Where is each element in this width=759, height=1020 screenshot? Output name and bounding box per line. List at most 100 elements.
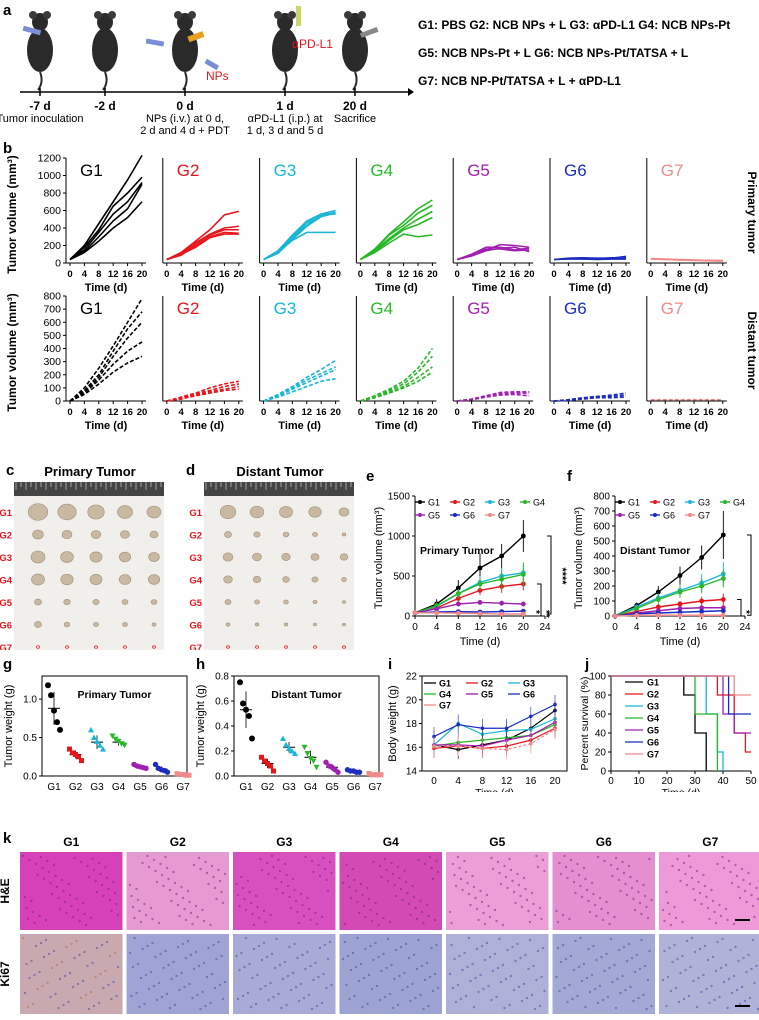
tumor-specimen xyxy=(281,553,291,561)
data-point-G7 xyxy=(499,611,505,617)
cell-nucleus xyxy=(160,873,164,877)
cell-nucleus xyxy=(609,863,613,867)
cell-nucleus xyxy=(750,967,753,971)
tumor-specimen xyxy=(87,504,105,520)
photo-row-label: G7 xyxy=(189,643,202,650)
x-tick-label: 20 xyxy=(718,407,729,418)
cell-nucleus xyxy=(479,973,482,977)
cell-nucleus xyxy=(52,863,56,867)
data-point-G7 xyxy=(553,727,557,732)
cell-nucleus xyxy=(248,890,251,894)
cell-nucleus xyxy=(708,1001,711,1005)
cell-nucleus xyxy=(44,938,48,942)
cell-nucleus xyxy=(320,1001,324,1005)
cell-nucleus xyxy=(244,908,248,912)
x-tick-label: 50 xyxy=(745,776,757,787)
cell-nucleus xyxy=(280,880,283,884)
cell-nucleus xyxy=(430,866,433,870)
tumor-specimen xyxy=(224,599,232,605)
legend-marker xyxy=(653,513,657,517)
cell-nucleus xyxy=(91,961,94,965)
data-point-G7 xyxy=(504,747,509,752)
timeline-day-label: -7 d Tumor inoculation xyxy=(0,99,95,125)
cell-nucleus xyxy=(323,867,327,871)
cell-nucleus xyxy=(83,912,86,916)
cell-nucleus xyxy=(625,959,629,963)
mouse-body xyxy=(92,28,118,72)
cell-nucleus xyxy=(49,995,52,999)
histo-row-label: Ki67 xyxy=(0,961,12,987)
cell-nucleus xyxy=(296,956,299,960)
cell-nucleus xyxy=(613,915,616,919)
x-tick-label: 16 xyxy=(525,776,537,787)
cell-nucleus xyxy=(676,957,679,961)
cell-nucleus xyxy=(433,918,437,922)
x-tick-label: G3 xyxy=(90,782,104,792)
cell-nucleus xyxy=(243,897,246,901)
cell-nucleus xyxy=(394,948,398,952)
series-line-G7 xyxy=(415,612,524,615)
x-tick-label: 10 xyxy=(633,776,645,787)
cell-nucleus xyxy=(745,970,748,974)
cell-nucleus xyxy=(543,989,546,993)
cell-nucleus xyxy=(519,956,522,960)
legend-marker xyxy=(618,500,622,504)
cell-nucleus xyxy=(527,967,530,971)
cell-nucleus xyxy=(391,1006,395,1010)
y-tick-label: 800 xyxy=(593,492,610,503)
cell-nucleus xyxy=(63,974,67,978)
curve-G2 xyxy=(166,380,239,402)
cell-nucleus xyxy=(46,859,49,863)
legend-marker xyxy=(723,500,727,504)
cell-nucleus xyxy=(705,987,708,991)
tumor-specimen xyxy=(254,599,260,605)
cell-nucleus xyxy=(488,955,492,959)
cell-nucleus xyxy=(92,1004,96,1008)
tumor-specimen xyxy=(150,599,158,605)
nps-label: NPs xyxy=(206,69,229,83)
data-point-G4 xyxy=(310,758,317,764)
x-tick-label: 12 xyxy=(592,269,603,280)
data-point-G4 xyxy=(301,744,308,751)
mouse-body xyxy=(342,28,368,72)
cell-nucleus xyxy=(44,918,48,922)
cell-nucleus xyxy=(157,981,161,985)
cell-nucleus xyxy=(587,899,590,903)
x-tick-label: G7 xyxy=(176,782,190,792)
x-tick-label: 0 xyxy=(551,407,556,418)
cell-nucleus xyxy=(469,979,472,983)
data-point-G2 xyxy=(76,754,81,760)
data-point-G7 xyxy=(372,772,378,778)
cell-nucleus xyxy=(297,999,301,1003)
y-tick-label: 800 xyxy=(43,291,61,303)
legend-label: G1 xyxy=(628,498,640,508)
cell-nucleus xyxy=(307,993,311,997)
cell-nucleus xyxy=(55,963,59,967)
cell-nucleus xyxy=(264,920,267,924)
cell-nucleus xyxy=(726,1006,729,1010)
data-point-G6 xyxy=(480,726,485,731)
panel-a-label: a xyxy=(3,2,12,19)
cell-nucleus xyxy=(291,877,295,881)
data-point-G7 xyxy=(366,771,372,776)
cell-nucleus xyxy=(483,922,487,926)
timeline-desc: Tumor inoculation xyxy=(0,113,84,125)
cell-nucleus xyxy=(356,936,359,940)
cell-nucleus xyxy=(243,965,246,969)
data-point-G7 xyxy=(432,744,436,748)
cell-nucleus xyxy=(146,944,149,948)
cell-nucleus xyxy=(192,967,196,971)
cell-nucleus xyxy=(593,903,597,907)
cell-nucleus xyxy=(320,915,324,919)
data-point-G7 xyxy=(174,771,180,777)
cell-nucleus xyxy=(572,968,576,972)
cell-nucleus xyxy=(633,970,637,974)
y-tick-label: 14 xyxy=(406,767,418,778)
x-tick-label: G1 xyxy=(47,782,61,792)
cell-nucleus xyxy=(183,985,186,989)
cell-nucleus xyxy=(698,947,702,951)
cell-nucleus xyxy=(370,919,374,923)
x-tick-label: 4 xyxy=(82,269,88,280)
cell-nucleus xyxy=(645,905,648,909)
cell-nucleus xyxy=(39,941,43,945)
